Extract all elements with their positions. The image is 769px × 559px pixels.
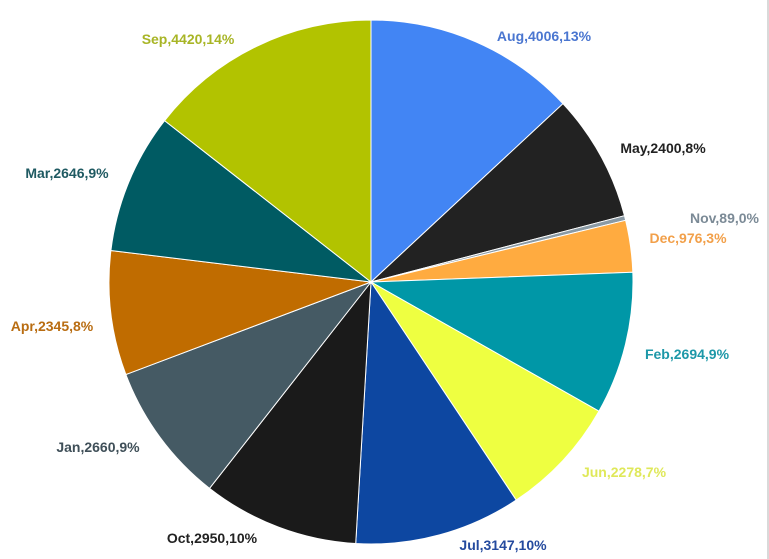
slice-label-jan: Jan,2660,9%	[56, 439, 140, 455]
slice-label-jul: Jul,3147,10%	[459, 537, 547, 553]
slice-label-apr: Apr,2345,8%	[11, 318, 94, 334]
slice-label-feb: Feb,2694,9%	[645, 346, 730, 362]
slice-label-sep: Sep,4420,14%	[142, 31, 235, 47]
pie-slice-aug[interactable]	[370, 19, 564, 284]
slice-label-may: May,2400,8%	[620, 140, 706, 156]
pie-slices	[108, 19, 634, 545]
pie-slice-jun[interactable]	[370, 281, 600, 501]
right-border	[767, 0, 769, 559]
pie-slice-apr[interactable]	[108, 249, 372, 376]
slice-label-nov: Nov,89,0%	[690, 210, 760, 226]
slice-label-aug: Aug,4006,13%	[497, 28, 592, 44]
pie-slice-mar[interactable]	[110, 119, 373, 283]
pie-labels: Aug,4006,13% May,2400,8% Nov,89,0% Dec,976,…	[11, 28, 760, 553]
slice-label-jun: Jun,2278,7%	[582, 464, 667, 480]
pie-slice-jan[interactable]	[125, 280, 373, 490]
pie-slice-sep[interactable]	[163, 19, 372, 284]
slice-label-dec: Dec,976,3%	[649, 230, 727, 246]
slice-label-oct: Oct,2950,10%	[167, 530, 258, 546]
slice-label-mar: Mar,2646,9%	[25, 165, 109, 181]
pie-slice-may[interactable]	[370, 102, 626, 283]
pie-slice-oct[interactable]	[208, 280, 372, 545]
pie-slice-feb[interactable]	[369, 271, 634, 412]
pie-slice-jul[interactable]	[355, 280, 517, 545]
